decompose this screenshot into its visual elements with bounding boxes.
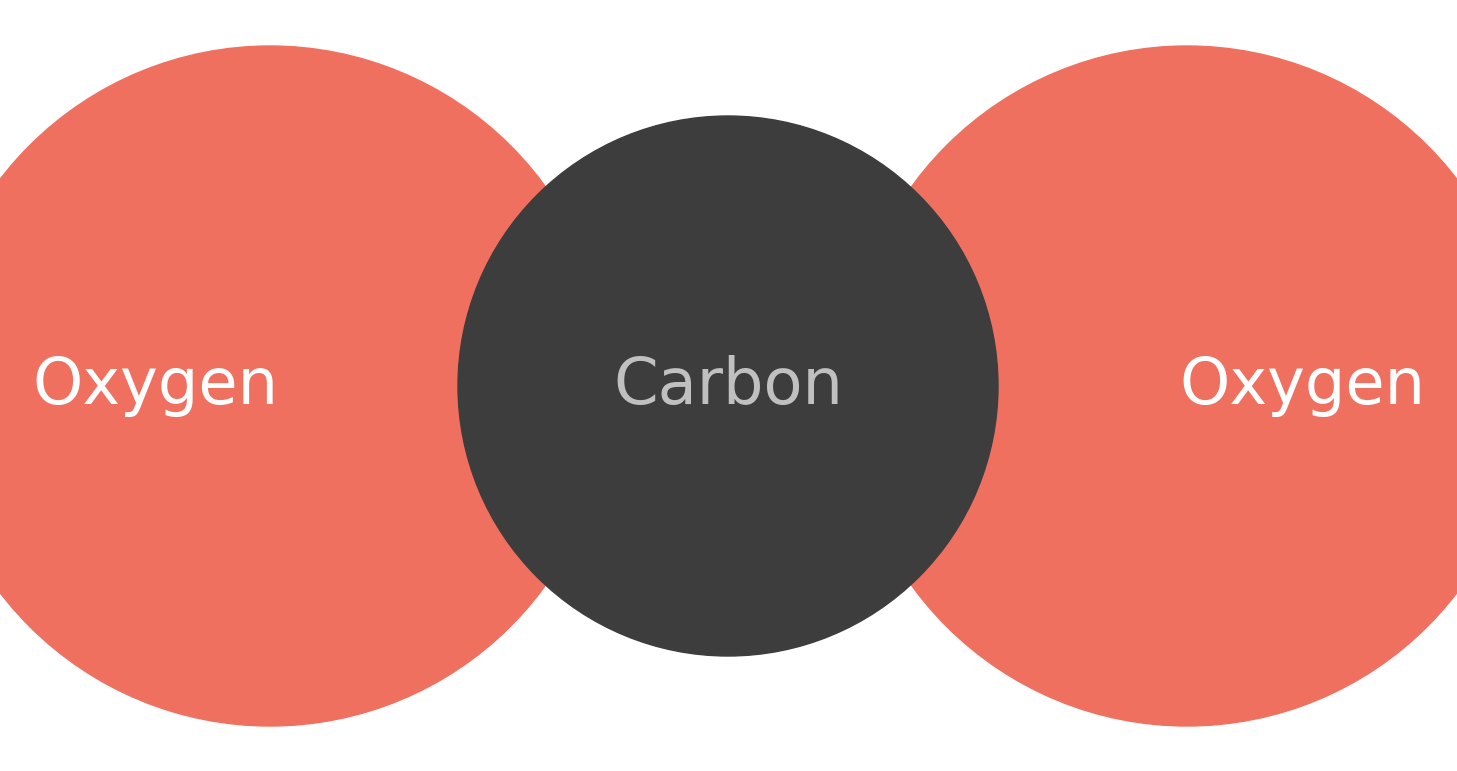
Circle shape [847,46,1457,726]
Text: Oxygen: Oxygen [32,355,278,417]
Text: Carbon: Carbon [613,355,844,417]
Text: Oxygen: Oxygen [1179,355,1425,417]
Circle shape [0,46,610,726]
Circle shape [457,116,998,656]
